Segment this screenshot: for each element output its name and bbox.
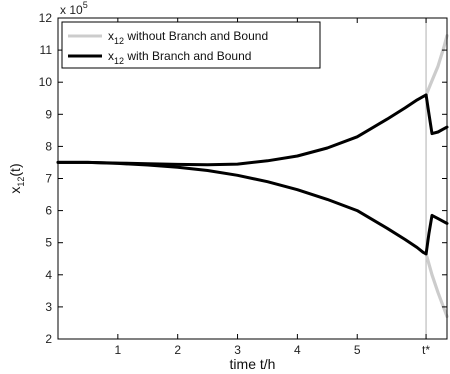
- y-tick-label: 7: [45, 172, 52, 186]
- x-tick-label: 2: [174, 343, 181, 357]
- y-axis-label-tail: (t): [7, 163, 23, 176]
- y-axis-exponent-base: x 10: [60, 3, 83, 17]
- legend-box: [61, 21, 321, 69]
- y-tick-label: 12: [39, 11, 53, 25]
- y-tick-label: 6: [45, 204, 52, 218]
- x-axis-label: time t/h: [230, 356, 276, 372]
- y-axis-exponent: x 105: [60, 0, 88, 17]
- x-tick-label: 4: [294, 343, 301, 357]
- y-tick-label: 10: [39, 75, 53, 89]
- legend: x12 without Branch and Bound x12 with Bra…: [61, 21, 321, 69]
- x-tick-label: 1: [115, 343, 122, 357]
- series-line-2: [424, 252, 449, 319]
- series-layer: [56, 34, 449, 319]
- y-tick-label: 9: [45, 107, 52, 121]
- legend-entry: x12 without Branch and Bound: [108, 29, 268, 46]
- y-tick-label: 4: [45, 268, 52, 282]
- y-axis-label-subscript: 12: [16, 177, 26, 187]
- y-axis-exponent-power: 5: [83, 0, 88, 10]
- legend-entry: x12 with Branch and Bound: [108, 49, 251, 66]
- x-tick-label: 5: [354, 343, 361, 357]
- y-axis-label-main: x: [7, 187, 23, 194]
- series-line-4: [56, 160, 449, 256]
- y-tick-label: 2: [45, 332, 52, 346]
- y-tick-label: 5: [45, 236, 52, 250]
- y-axis-label: x12(t): [7, 163, 26, 193]
- y-tick-label: 3: [45, 300, 52, 314]
- y-tick-label: 8: [45, 139, 52, 153]
- x-tick-label: t*: [422, 343, 430, 357]
- x-tick-label: 3: [234, 343, 241, 357]
- series-line-1: [424, 34, 449, 97]
- y-tick-label: 11: [40, 43, 53, 57]
- series-line-3: [56, 93, 449, 167]
